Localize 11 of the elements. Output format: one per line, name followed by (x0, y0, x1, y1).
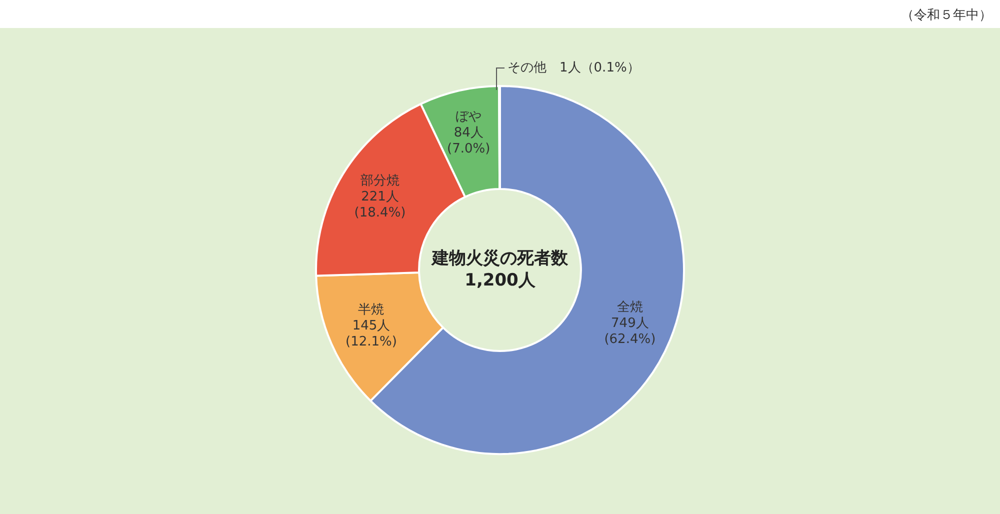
data-label: 221人 (18.4%) (354, 189, 406, 220)
slice-label: 全焼 (616, 300, 643, 315)
text: 建物火災の死者数 1,200人 (430, 248, 569, 290)
slice-label: 部分焼 (360, 173, 400, 188)
slice-label: ぼや (456, 109, 482, 124)
data-label: 84人 (7.0%) (447, 125, 490, 156)
data-label: 145人 (12.1%) (345, 318, 397, 350)
text: （令和５年中） (901, 7, 992, 24)
data-label: 749人 (62.4%) (604, 316, 656, 347)
slice-label: その他 1人（0.1%） (508, 60, 640, 76)
slice-label: 半焼 (358, 302, 384, 318)
